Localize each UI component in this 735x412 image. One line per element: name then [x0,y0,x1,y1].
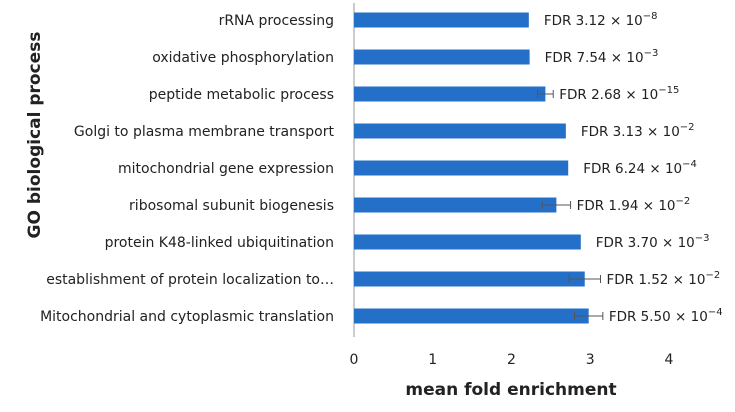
bar [354,49,530,65]
bar [354,160,569,176]
category-label: establishment of protein localization to… [46,272,334,288]
category-label: Mitochondrial and cytoplasmic translatio… [40,309,334,325]
x-tick-label: 3 [586,352,595,368]
fdr-annotation: FDR 3.13 × 10−2 [581,122,695,140]
x-axis-title: mean fold enrichment [405,380,616,400]
fdr-annotation: FDR 6.24 × 10−4 [583,159,697,177]
bar [354,197,557,213]
bar [354,86,546,102]
bar [354,271,585,287]
x-tick-label: 1 [428,352,437,368]
y-axis-title: GO biological process [25,32,45,239]
x-tick-label: 0 [350,352,359,368]
fdr-annotation: FDR 1.94 × 10−2 [577,196,691,214]
fdr-annotation: FDR 5.50 × 10−4 [609,307,723,325]
x-tick-label: 4 [665,352,674,368]
x-tick-label: 2 [507,352,516,368]
category-label: protein K48-linked ubiquitination [105,235,334,251]
fdr-annotation: FDR 1.52 × 10−2 [606,270,720,288]
category-label: oxidative phosphorylation [152,50,334,66]
bar [354,234,581,250]
category-label: mitochondrial gene expression [118,161,334,177]
fdr-annotation: FDR 7.54 × 10−3 [545,48,659,66]
category-label: ribosomal subunit biogenesis [129,198,334,214]
fdr-annotation: FDR 2.68 × 10−15 [559,85,679,103]
bar [354,308,589,324]
fdr-annotation: FDR 3.12 × 10−8 [544,11,658,29]
bar [354,12,529,28]
bar [354,123,566,139]
category-label: Golgi to plasma membrane transport [74,124,335,140]
category-label: rRNA processing [219,13,334,29]
fdr-annotation: FDR 3.70 × 10−3 [596,233,710,251]
category-label: peptide metabolic process [149,87,334,103]
